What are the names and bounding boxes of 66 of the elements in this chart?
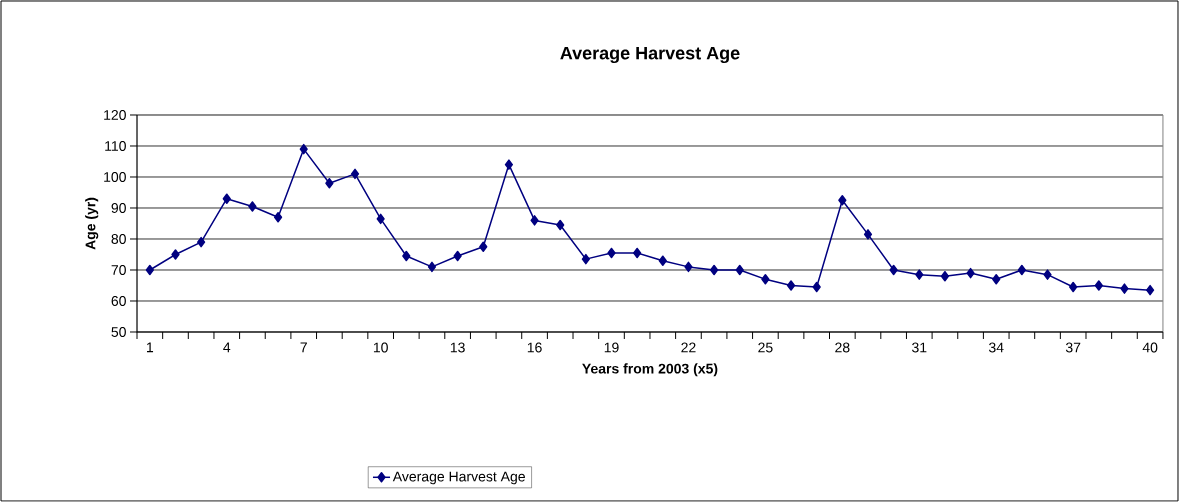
point [1120,283,1129,294]
y-tick-label: 70 [111,265,126,275]
x-tick-label: 4 [223,342,231,353]
point [786,280,796,291]
x-tick-label: 13 [450,342,465,353]
point [273,212,283,223]
point [966,267,975,279]
point [427,261,437,273]
point [222,193,231,204]
point [761,274,770,285]
point [350,168,360,180]
point [1145,284,1155,296]
x-tick-label: 22 [681,342,696,353]
point [838,194,847,206]
x-tick-label: 16 [527,342,542,353]
y-tick-label: 60 [111,296,126,306]
legend-label: Average Harvest Age [392,471,525,485]
x-tick-label: 40 [1142,342,1158,353]
point [299,143,308,155]
point [1094,280,1103,291]
x-tick-label: 28 [835,342,850,353]
x-axis-title: Years from 2003 (x5) [582,363,718,377]
point [171,249,180,260]
point [684,261,693,273]
x-tick-label: 31 [912,342,927,353]
point [1043,269,1052,280]
point [812,281,821,293]
point [940,270,950,282]
point [145,264,154,276]
point [453,250,462,262]
point [197,236,206,248]
point [402,250,411,262]
point [889,264,898,276]
x-tick-label: 19 [604,342,619,353]
point [863,229,873,240]
point [479,241,488,252]
point [607,247,616,259]
y-tick-label: 100 [104,172,126,182]
y-tick-label: 80 [111,234,126,244]
x-tick-label: 25 [758,342,773,353]
x-tick-label: 10 [373,342,388,353]
x-tick-label: 37 [1065,342,1081,353]
chart-title: Average Harvest Age [560,46,740,64]
point [633,247,642,259]
point [581,253,590,265]
point [709,264,719,276]
point [992,274,1001,285]
point [658,255,667,266]
point [735,264,744,276]
point [915,269,924,280]
x-tick-label: 1 [147,342,154,353]
y-tick-label: 120 [104,110,126,120]
point [325,177,334,189]
y-tick-label: 50 [111,327,126,337]
point [248,201,257,212]
point [504,159,514,170]
point [556,219,565,231]
x-tick-label: 34 [988,342,1004,353]
y-tick-label: 90 [111,203,126,213]
y-axis-title: Age (yr) [85,197,99,250]
y-tick-label: 110 [105,141,126,151]
x-tick-label: 7 [300,342,307,353]
point [1017,264,1026,276]
point [376,213,385,225]
point [1069,281,1078,293]
point [530,215,539,226]
